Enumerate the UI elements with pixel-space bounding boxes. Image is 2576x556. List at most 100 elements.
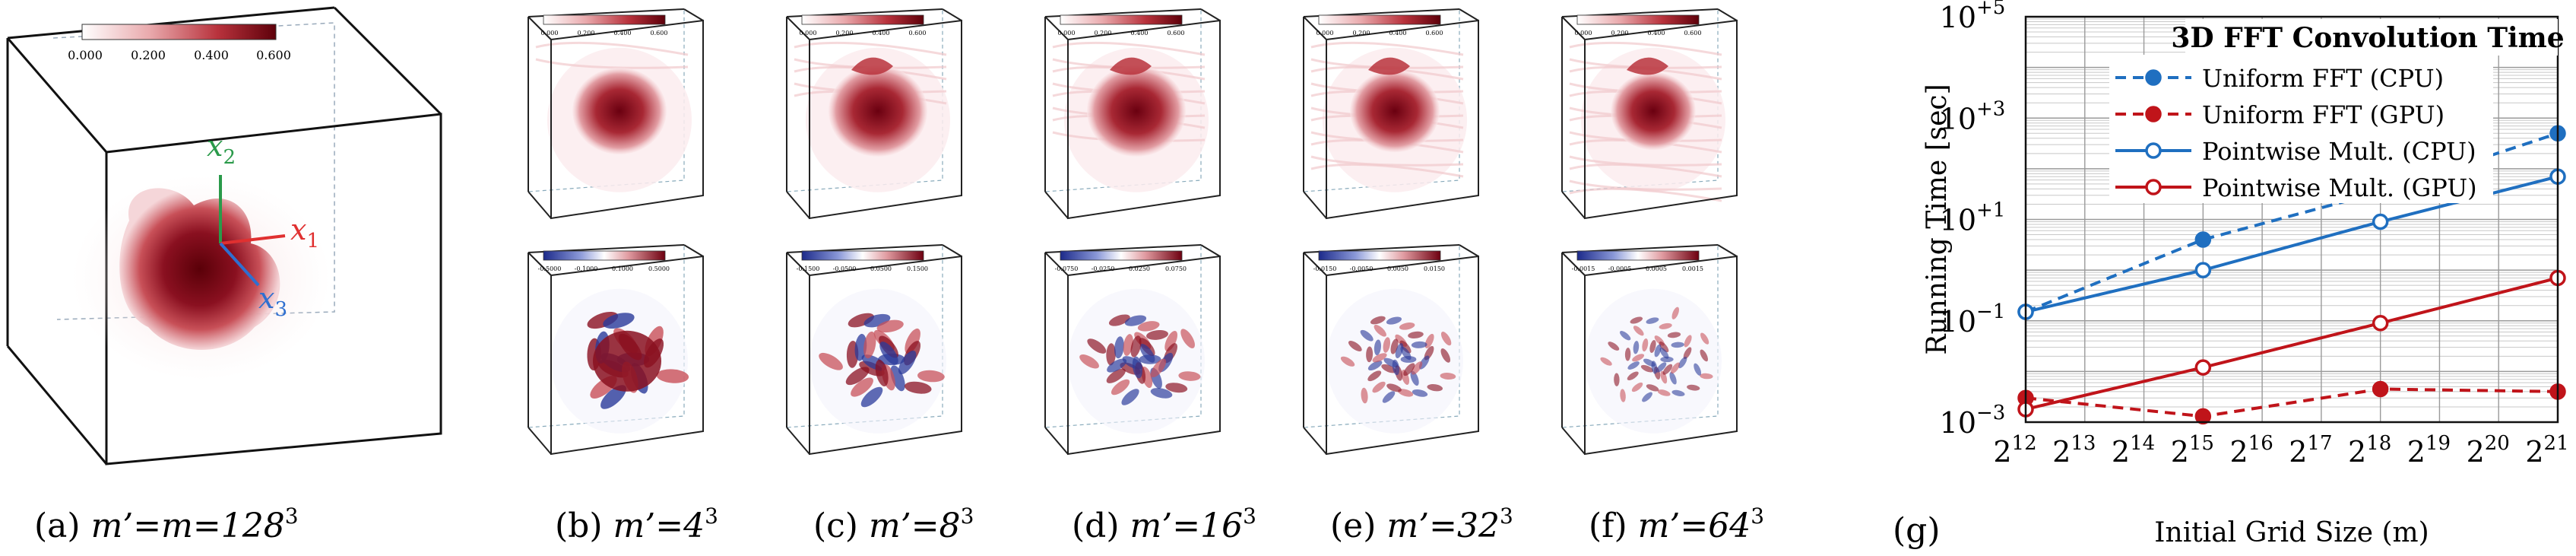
legend-item: Pointwise Mult. (GPU) <box>2115 173 2477 202</box>
x-tick-label: 215 <box>2171 432 2214 469</box>
cube-top: 0.000 0.200 0.400 0.600 <box>1561 8 1738 220</box>
data-point <box>2194 359 2212 376</box>
legend: Uniform FFT (CPU) Uniform FFT (GPU) Pointw… <box>2109 55 2493 203</box>
axis-label-x1: x1 <box>290 213 319 253</box>
colorbar-tick: 0.400 <box>873 30 890 37</box>
colorbar <box>543 14 666 25</box>
colorbar-tick: 0.000 <box>800 30 817 37</box>
colorbar-tick: 0.200 <box>836 30 854 37</box>
box-front-face <box>105 113 442 465</box>
series-line <box>2025 276 2559 411</box>
colorbar-tick: -0.1000 <box>575 265 598 272</box>
legend-item: Uniform FFT (CPU) <box>2115 64 2444 93</box>
colorbar-tick: 0.200 <box>1611 30 1629 37</box>
y-axis-label: Running Time [sec] <box>1922 84 1953 354</box>
cube-bottom: -0.0015 -0.0005 0.0005 0.0015 <box>1561 244 1738 456</box>
x-tick-label: 219 <box>2407 432 2451 469</box>
y-tick-label: 10+3 <box>1940 97 2006 135</box>
legend-label: Uniform FFT (GPU) <box>2202 100 2445 129</box>
y-tick-label: 10+5 <box>1940 0 2006 34</box>
colorbar-tick: -0.0500 <box>833 265 857 272</box>
panel-b: 0.000 0.200 0.400 0.600 -0.5000 -0.1000 0.1000… <box>528 8 718 545</box>
series-line <box>2025 132 2559 313</box>
panel-f: 0.000 0.200 0.400 0.600 -0.0015 -0.0005 0.0005… <box>1561 8 1764 545</box>
x-tick-label: 218 <box>2348 432 2391 469</box>
panel-a-volume: x2 x1 x3 0.000 0.200 0.400 0.600 (a) m’=m… <box>6 6 442 545</box>
colorbar-tick: 0.000 <box>1058 30 1076 37</box>
y-tick-label: 10+1 <box>1940 199 2006 237</box>
x-tick-label: 217 <box>2289 432 2332 469</box>
colorbar-tick: 0.600 <box>651 30 668 37</box>
x-tick-label: 212 <box>1993 432 2036 469</box>
colorbar-tick: 0.0150 <box>1424 265 1445 272</box>
panel-caption-d: (d) m’=163 <box>1072 504 1256 545</box>
cube-bottom: -0.5000 -0.1000 0.1000 0.5000 <box>528 244 704 456</box>
x-tick-label: 216 <box>2229 432 2273 469</box>
panel-caption-e: (e) m’=323 <box>1330 504 1513 545</box>
coordinate-axes: x2 x1 x3 <box>207 129 319 321</box>
colorbar-tick: -0.0750 <box>1055 265 1079 272</box>
panel-caption-g: (g) <box>1893 511 1941 550</box>
colorbar <box>1576 14 1700 25</box>
x-tick-label: 221 <box>2525 432 2568 469</box>
panel-e: 0.000 0.200 0.400 0.600 -0.0150 -0.0050 0.0050… <box>1303 8 1513 545</box>
colorbar-tick: 0.5000 <box>648 265 670 272</box>
panel-c: 0.000 0.200 0.400 0.600 -0.1500 -0.0500 0.0500… <box>786 8 974 545</box>
plot-frame <box>2024 15 2559 424</box>
colorbar-tick: 0.1500 <box>907 265 928 272</box>
colorbar-tick: 0.200 <box>578 30 595 37</box>
colorbar <box>1060 14 1183 25</box>
colorbar-tick: 0.200 <box>1095 30 1112 37</box>
legend-item: Pointwise Mult. (CPU) <box>2115 137 2476 166</box>
colorbar <box>1318 14 1441 25</box>
colorbar <box>801 14 924 25</box>
colorbar-tick: 0.400 <box>1648 30 1665 37</box>
data-point <box>2372 380 2389 398</box>
data-point <box>2194 408 2212 425</box>
colorbar-tick: 0.400 <box>1131 30 1149 37</box>
colorbar-tick: 0.0250 <box>1129 265 1150 272</box>
cube-top: 0.000 0.200 0.400 0.600 <box>786 8 962 220</box>
axis-label-x3: x3 <box>258 281 287 321</box>
colorbar-tick: 0.200 <box>131 48 166 62</box>
colorbar <box>1060 250 1183 261</box>
cube-top: 0.000 0.200 0.400 0.600 <box>1044 8 1221 220</box>
colorbar <box>1318 250 1441 261</box>
x-axis-label: Initial Grid Size (m) <box>2154 517 2429 548</box>
legend-label: Pointwise Mult. (GPU) <box>2202 173 2477 202</box>
colorbar-tick: -0.0005 <box>1608 265 1632 272</box>
cube-bottom: -0.0150 -0.0050 0.0050 0.0150 <box>1303 244 1479 456</box>
y-tick-label: 10−3 <box>1940 402 2006 440</box>
colorbar-tick: 0.0750 <box>1165 265 1187 272</box>
tick-labels: 212 213 214 215 216 217 218 219 220 221 10−3 10−1 10… <box>1940 0 2569 469</box>
colorbar <box>543 250 666 261</box>
colorbar-tick: 0.000 <box>1575 30 1592 37</box>
colorbar-a: 0.000 0.200 0.400 0.600 <box>68 24 291 62</box>
chart-title-box <box>2185 19 2558 56</box>
legend-item: Uniform FFT (GPU) <box>2115 100 2445 129</box>
colorbar-tick: 0.400 <box>614 30 632 37</box>
data-point <box>2372 213 2389 230</box>
axis-label-x2: x2 <box>207 129 236 169</box>
colorbar-tick: 0.600 <box>256 48 291 62</box>
panel-caption-b: (b) m’=43 <box>555 504 718 545</box>
chart-g: 212 213 214 215 216 217 218 219 220 221 10−3 10−1 10… <box>1893 0 2569 550</box>
colorbar-tick: 0.000 <box>68 48 103 62</box>
colorbar <box>801 250 924 261</box>
colorbar-tick: 0.600 <box>909 30 927 37</box>
colorbar-tick: 0.0050 <box>1387 265 1408 272</box>
series-1 <box>2017 380 2566 425</box>
cube-top: 0.000 0.200 0.400 0.600 <box>1303 8 1479 220</box>
colorbar-tick: -0.0050 <box>1350 265 1374 272</box>
colorbar-tick: -0.0150 <box>1313 265 1337 272</box>
x-tick-label: 213 <box>2052 432 2096 469</box>
legend-label: Pointwise Mult. (CPU) <box>2202 137 2476 166</box>
panel-d: 0.000 0.200 0.400 0.600 -0.0750 -0.0250 0.0250… <box>1044 8 1256 545</box>
colorbar-tick: -0.1500 <box>797 265 820 272</box>
colorbar-tick: 0.600 <box>1684 30 1702 37</box>
cube-bottom: -0.1500 -0.0500 0.0500 0.1500 <box>786 244 962 456</box>
colorbar-tick: 0.600 <box>1426 30 1443 37</box>
colorbar-tick: 0.1000 <box>612 265 633 272</box>
data-point <box>2194 262 2212 278</box>
colorbar-tick: -0.0015 <box>1572 265 1595 272</box>
